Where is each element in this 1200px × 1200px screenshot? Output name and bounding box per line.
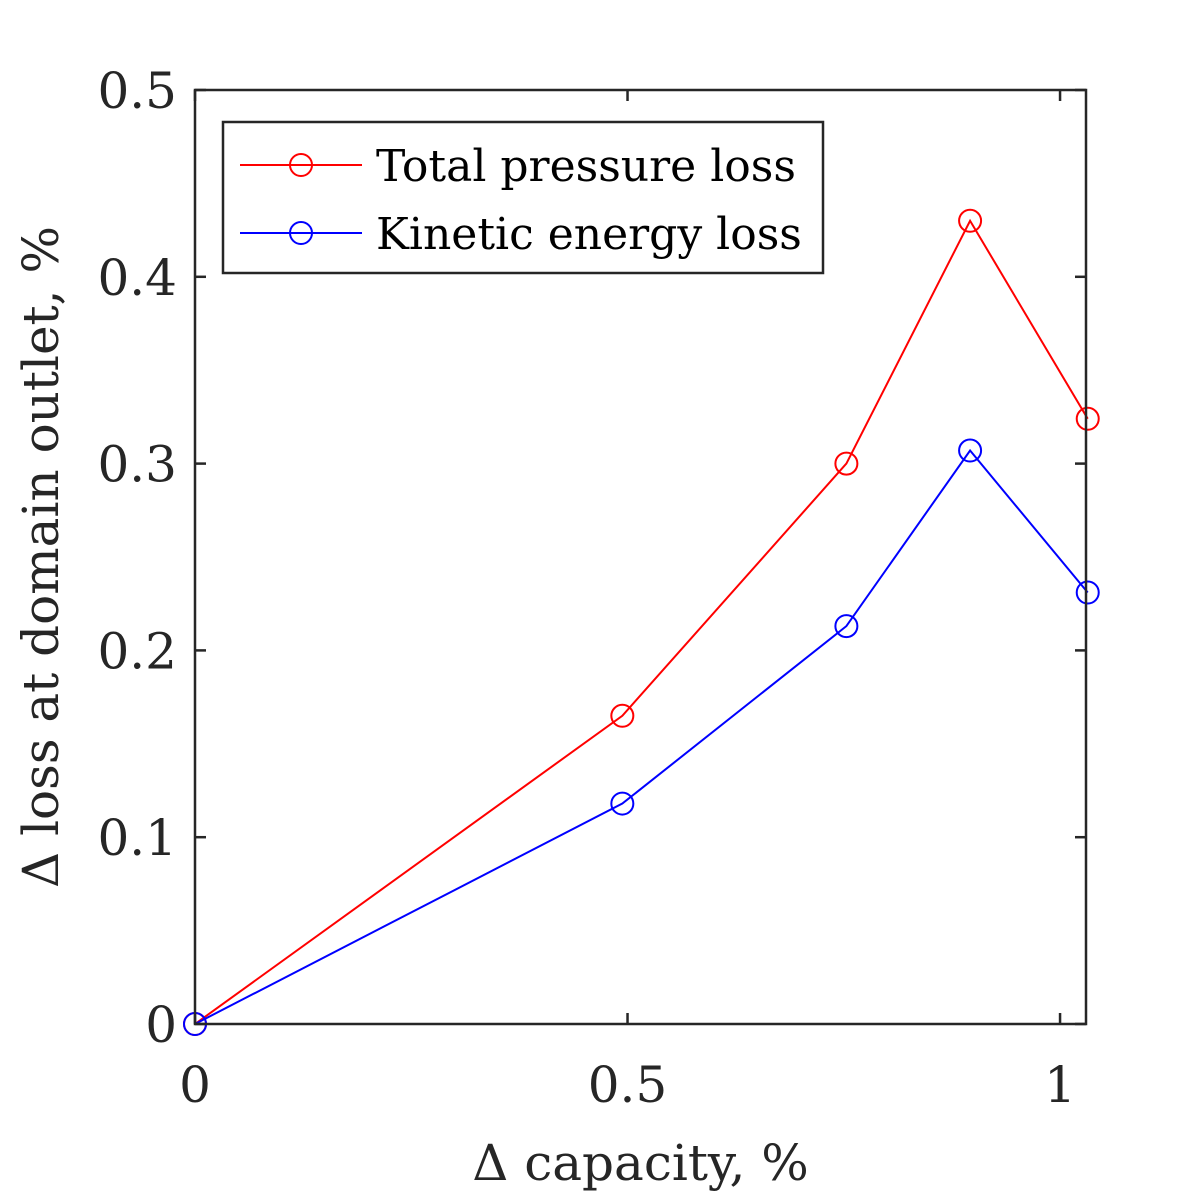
y-axis-label: Δ loss at domain outlet, %: [12, 226, 70, 888]
y-tick-label: 0.5: [97, 62, 177, 120]
ticks-layer: 0 0.5 1 0 0.1 0.2 0.3 0.4 0.5: [97, 62, 1086, 1114]
data-point-total-pressure-loss: [958, 208, 983, 233]
x-tick-label: 0.5: [588, 1056, 668, 1114]
legend-marker-total-pressure-loss: [289, 153, 313, 177]
series-layer: [183, 208, 1100, 1036]
x-tick-label: 0: [179, 1056, 211, 1114]
data-point-kinetic-energy-loss: [834, 614, 859, 639]
legend: Total pressure loss Kinetic energy loss: [221, 120, 825, 275]
y-tick-label: 0.2: [97, 622, 177, 680]
series-line-kinetic-energy-loss: [194, 448, 1089, 1025]
x-axis-label: Δ capacity, %: [472, 1134, 809, 1192]
data-point-kinetic-energy-loss: [610, 791, 635, 816]
x-tick-label: 1: [1044, 1056, 1076, 1114]
data-point-total-pressure-loss: [610, 703, 635, 728]
data-point-kinetic-energy-loss: [1075, 580, 1100, 605]
legend-box: [221, 120, 825, 275]
axes-box: [193, 88, 1088, 1026]
data-point-total-pressure-loss: [1075, 406, 1100, 431]
legend-marker-kinetic-energy-loss: [289, 221, 313, 245]
y-tick-label: 0.4: [97, 249, 177, 307]
data-point-total-pressure-loss: [834, 451, 859, 476]
data-point-kinetic-energy-loss: [958, 438, 983, 463]
y-tick-label: 0.1: [97, 809, 177, 867]
y-tick-label: 0: [145, 996, 177, 1054]
legend-label-kinetic-energy-loss: Kinetic energy loss: [376, 209, 802, 260]
series-line-total-pressure-loss: [194, 218, 1089, 1025]
legend-label-total-pressure-loss: Total pressure loss: [376, 141, 796, 192]
y-tick-label: 0.3: [97, 436, 177, 494]
